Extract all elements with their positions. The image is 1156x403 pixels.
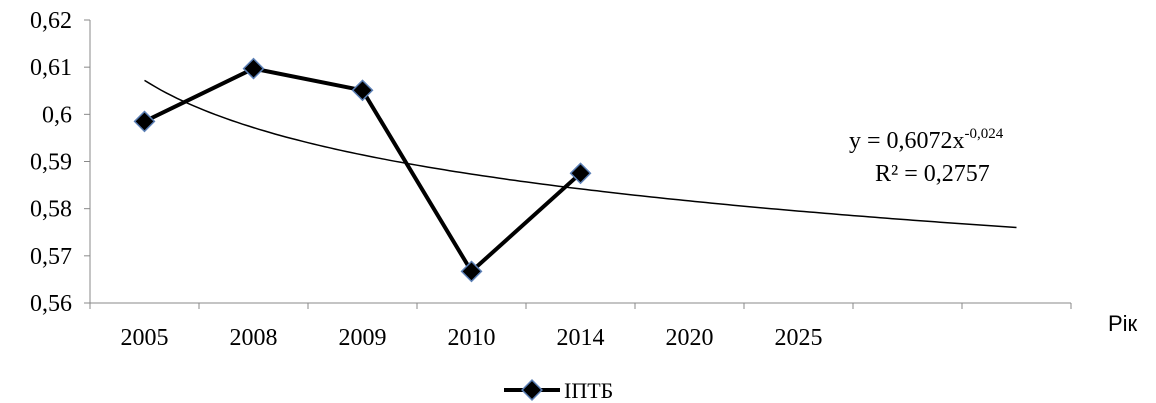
x-axis: 2005 2008 2009 2010 2014 2020 2025 <box>89 302 1072 351</box>
svg-text:y = 0,6072x-0,024: y = 0,6072x-0,024 <box>849 126 1004 154</box>
x-tick-label: 2020 <box>666 325 714 351</box>
trendline <box>144 79 1017 229</box>
y-tick-label: 0,57 <box>30 244 72 270</box>
x-tick-label: 2009 <box>339 325 387 351</box>
data-point-marker <box>133 110 156 133</box>
y-tick-label: 0,58 <box>30 197 72 223</box>
y-tick-label: 0,56 <box>30 291 72 317</box>
data-point-marker <box>242 57 265 80</box>
trendline-label: y = 0,6072x-0,024 R² = 0,2757 <box>849 126 1004 187</box>
x-tick-label: 2008 <box>230 325 278 351</box>
y-tick-label: 0,61 <box>30 55 72 81</box>
y-tick-label: 0,59 <box>30 150 72 176</box>
data-point-marker <box>460 260 483 283</box>
legend-label: ІПТБ <box>564 378 613 403</box>
legend: ІПТБ <box>504 378 613 403</box>
x-tick-label: 2014 <box>557 325 605 351</box>
data-point-marker <box>351 79 374 102</box>
legend-marker-icon <box>521 379 543 401</box>
x-tick-label: 2005 <box>121 325 169 351</box>
trendline-equation: y = 0,6072x <box>849 128 965 154</box>
trendline-r-squared: R² = 0,2757 <box>875 161 990 187</box>
data-point-marker <box>569 162 592 185</box>
series-markers <box>133 57 592 283</box>
x-axis-title: Рік <box>1108 311 1138 336</box>
y-tick-label: 0,62 <box>30 8 72 34</box>
x-tick-label: 2025 <box>775 325 823 351</box>
y-axis: 0,56 0,57 0,58 0,59 0,6 0,61 0,62 <box>30 8 91 317</box>
y-tick-label: 0,6 <box>42 102 72 128</box>
trendline-exponent: -0,024 <box>965 126 1004 142</box>
x-tick-label: 2010 <box>448 325 496 351</box>
